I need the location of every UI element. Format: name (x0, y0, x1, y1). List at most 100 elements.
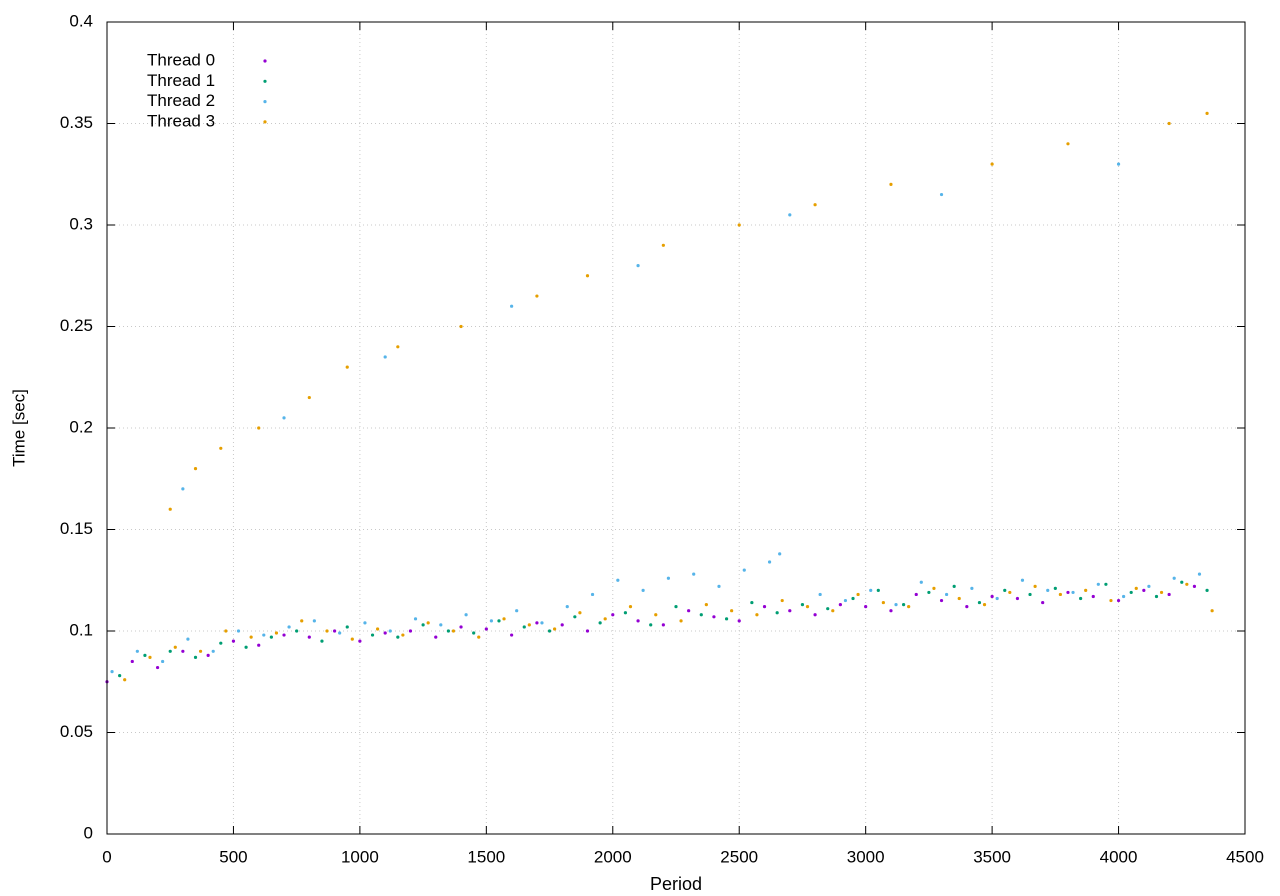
point (560, 623, 564, 627)
point (661, 243, 665, 247)
point (510, 304, 514, 308)
point (123, 678, 127, 682)
point (977, 600, 982, 605)
point (864, 605, 868, 609)
y-tick-label: 0.25 (60, 316, 93, 335)
point (778, 552, 782, 556)
point (1066, 590, 1070, 595)
point (173, 645, 177, 649)
point (1180, 580, 1184, 584)
point (939, 192, 944, 197)
point (396, 635, 400, 639)
point (320, 639, 324, 643)
point (889, 182, 893, 186)
point (363, 621, 367, 625)
point (611, 613, 615, 617)
point (459, 324, 463, 329)
point (358, 639, 362, 643)
legend-label: Thread 3 (147, 111, 215, 130)
point (401, 633, 405, 637)
point (370, 633, 375, 637)
point (434, 635, 438, 639)
point (1096, 582, 1100, 586)
plot-border (106, 21, 1246, 835)
point (547, 629, 552, 633)
point (641, 588, 645, 593)
point (1020, 578, 1025, 582)
point (1028, 592, 1032, 597)
point (535, 621, 539, 625)
point (118, 674, 122, 678)
point (130, 659, 134, 664)
point (193, 467, 198, 471)
point (333, 629, 337, 633)
point (679, 619, 683, 623)
point (826, 607, 830, 611)
point (383, 355, 387, 359)
point (244, 645, 248, 649)
legend-marker (263, 100, 267, 104)
point (932, 586, 936, 590)
point (649, 623, 653, 627)
point (472, 631, 476, 635)
point (1205, 111, 1209, 115)
point (143, 653, 147, 657)
point (224, 629, 228, 633)
point (553, 627, 557, 631)
x-tick-label: 1000 (341, 847, 379, 866)
point (1066, 142, 1070, 146)
legend-label: Thread 0 (147, 50, 215, 69)
point (565, 605, 569, 609)
point (919, 580, 923, 584)
point (1197, 572, 1202, 576)
point (181, 487, 185, 491)
point (970, 586, 974, 590)
point (459, 625, 463, 629)
point (780, 598, 784, 603)
legend-marker (263, 120, 267, 124)
point (598, 621, 602, 625)
point (1205, 588, 1209, 593)
point (413, 617, 418, 621)
point (338, 631, 342, 635)
y-axis-label: Time [sec] (9, 389, 28, 467)
point (687, 609, 691, 613)
point (193, 655, 198, 659)
point (484, 627, 488, 631)
point (231, 639, 236, 643)
point (907, 605, 911, 609)
point (522, 625, 526, 629)
x-tick-label: 4500 (1226, 847, 1264, 866)
point (788, 213, 792, 217)
x-tick-label: 3000 (847, 847, 885, 866)
point (623, 611, 628, 615)
point (661, 623, 665, 627)
point (952, 584, 956, 588)
point (1084, 588, 1088, 593)
point (489, 619, 493, 623)
point (206, 653, 210, 657)
point (730, 609, 734, 613)
point (1109, 598, 1113, 603)
point (1033, 584, 1037, 588)
point (1167, 592, 1171, 597)
y-tick-label: 0.35 (60, 113, 93, 132)
point (636, 264, 640, 268)
point (590, 592, 595, 597)
y-tick-label: 0 (84, 823, 93, 842)
point (755, 613, 759, 617)
point (831, 609, 835, 613)
point (287, 625, 291, 629)
point (110, 670, 114, 674)
point (654, 613, 658, 617)
point (995, 596, 999, 601)
point (1071, 590, 1075, 595)
point (1192, 584, 1197, 588)
point (295, 629, 299, 633)
point (421, 623, 425, 627)
point (894, 603, 898, 607)
point (269, 635, 273, 639)
point (464, 613, 468, 617)
point (1008, 590, 1012, 595)
